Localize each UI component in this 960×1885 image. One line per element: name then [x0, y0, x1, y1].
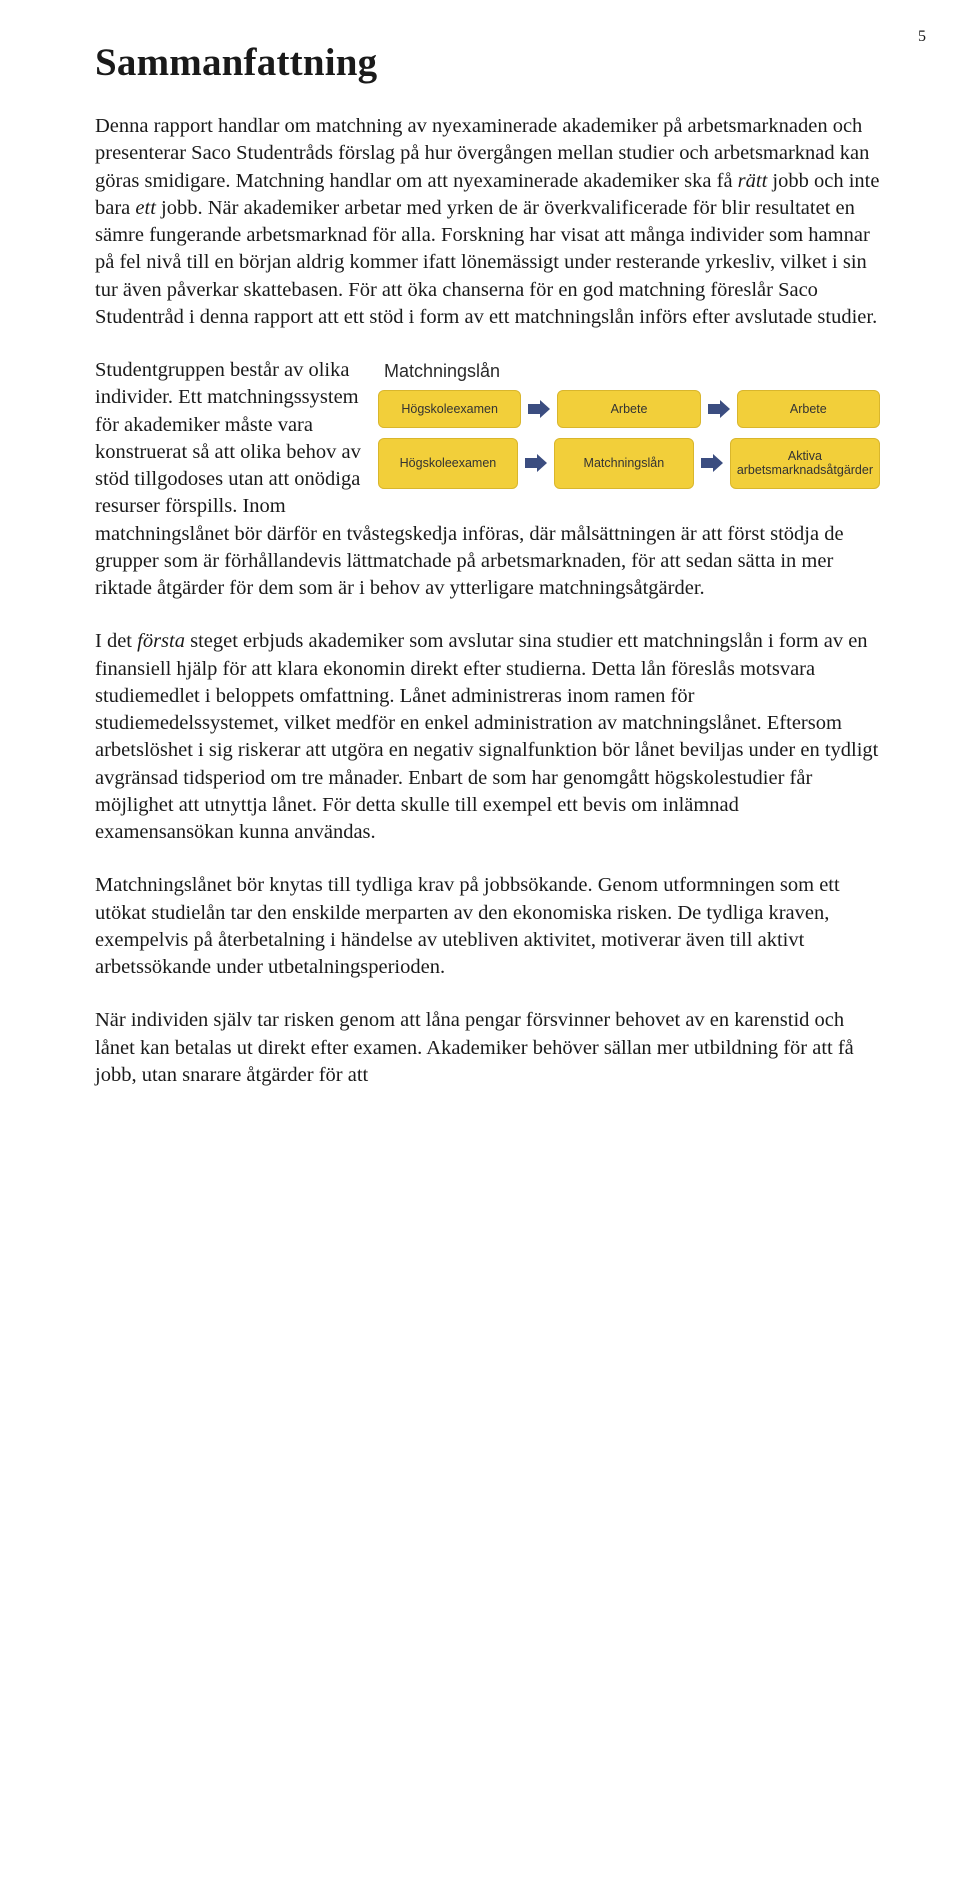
p3-text-a: I det	[95, 630, 137, 652]
diagram-title: Matchningslån	[384, 361, 880, 382]
p1-em-1: rätt	[738, 170, 768, 192]
arrow-icon	[707, 390, 731, 428]
diagram-box: Högskoleexamen	[378, 390, 521, 428]
page-title: Sammanfattning	[95, 40, 880, 85]
arrow-icon	[524, 438, 548, 489]
arrow-icon	[527, 390, 551, 428]
paragraph-5: När individen själv tar risken genom att…	[95, 1007, 880, 1089]
diagram-rows: Högskoleexamen Arbete Arbete Högskoleexa…	[378, 390, 880, 489]
diagram-box: Arbete	[737, 390, 880, 428]
diagram-box: Matchningslån	[554, 438, 694, 489]
paragraph-1: Denna rapport handlar om matchning av ny…	[95, 113, 880, 331]
diagram-row-2: Högskoleexamen Matchningslån Aktiva arbe…	[378, 438, 880, 489]
paragraph-2-block: Matchningslån Högskoleexamen Arbete Arbe…	[95, 357, 880, 628]
p1-em-2: ett	[135, 197, 156, 219]
diagram-row-1: Högskoleexamen Arbete Arbete	[378, 390, 880, 428]
arrow-icon	[700, 438, 724, 489]
p3-em: första	[137, 630, 185, 652]
diagram-box: Aktiva arbetsmarknadsåtgärder	[730, 438, 880, 489]
paragraph-3: I det första steget erbjuds akademiker s…	[95, 628, 880, 846]
diagram-box: Arbete	[557, 390, 700, 428]
matchningslan-diagram: Matchningslån Högskoleexamen Arbete Arbe…	[378, 361, 880, 489]
paragraph-4: Matchningslånet bör knytas till tydliga …	[95, 872, 880, 981]
diagram-box: Högskoleexamen	[378, 438, 518, 489]
p3-text-b: steget erbjuds akademiker som avslutar s…	[95, 630, 878, 843]
document-page: 5 Sammanfattning Denna rapport handlar o…	[0, 0, 960, 1885]
p1-text-c: jobb. När akademiker arbetar med yrken d…	[95, 197, 877, 328]
page-number: 5	[918, 28, 926, 46]
